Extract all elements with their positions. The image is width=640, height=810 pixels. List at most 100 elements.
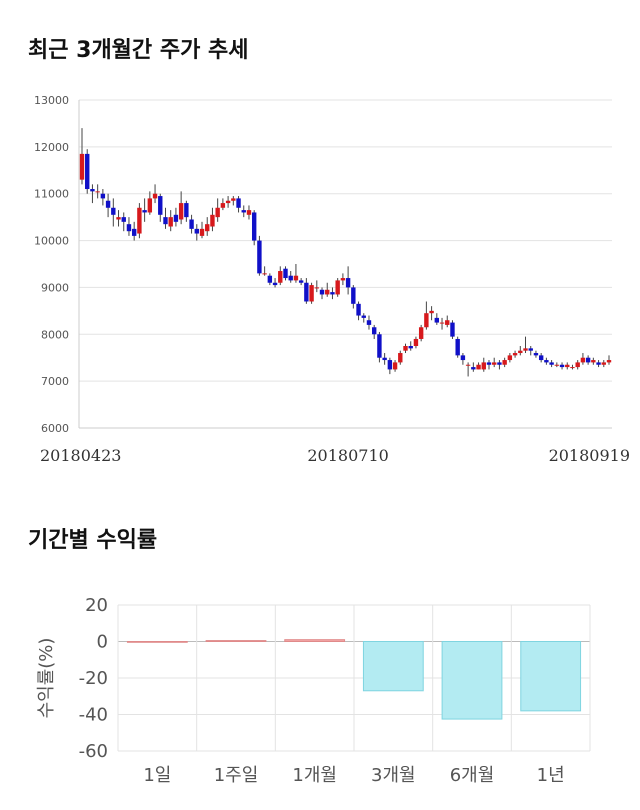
candle-body <box>314 287 320 289</box>
y-axis-label: 수익률(%) <box>36 638 57 719</box>
return-bar <box>441 641 503 720</box>
candle-body <box>131 228 137 236</box>
candle-body <box>126 224 132 232</box>
x-tick-label: 1년 <box>537 765 565 786</box>
candle-body <box>518 350 523 354</box>
candle-body <box>429 310 434 314</box>
y-tick-label: 8000 <box>41 328 69 341</box>
candle-body <box>450 322 455 337</box>
candle-body <box>382 357 387 361</box>
x-tick-label: 20180710 <box>307 446 388 465</box>
candle-body <box>476 364 481 370</box>
candle-body <box>79 153 85 180</box>
candle-body <box>377 334 382 358</box>
candle-body <box>278 271 283 283</box>
y-tick-label: 10000 <box>34 235 69 248</box>
y-tick-label: 13000 <box>34 94 69 107</box>
candle-body <box>585 357 591 363</box>
candle-body <box>580 357 586 363</box>
candle-body <box>309 285 314 302</box>
candle-body <box>272 282 278 286</box>
candle-body <box>559 364 565 368</box>
candle-body <box>262 273 267 275</box>
candle-body <box>533 353 539 356</box>
candle-body <box>111 207 116 215</box>
candle-body <box>523 348 528 351</box>
candle-body <box>100 193 106 199</box>
y-tick-label: 20 <box>85 595 108 616</box>
candlestick-chart: 6000 7000 8000 9000 10000 11000 12000 13000 2018… <box>34 94 630 465</box>
candle-body <box>95 191 100 193</box>
candle-body <box>424 313 429 328</box>
candle-body <box>298 280 304 283</box>
y-tick-label: -20 <box>79 668 108 689</box>
candle-body <box>168 217 173 227</box>
candle-body <box>460 355 466 361</box>
candle-body <box>137 207 142 234</box>
candle-body <box>85 153 90 190</box>
candle-body <box>246 210 252 215</box>
candle-body <box>189 219 194 229</box>
candle-body <box>471 367 476 370</box>
candle-body <box>205 224 210 232</box>
x-tick-label: 1일 <box>143 765 171 786</box>
candle-body <box>486 362 492 365</box>
candle-body <box>236 198 241 208</box>
candle-body <box>512 353 518 356</box>
candle-body <box>121 217 126 222</box>
candle-body <box>575 362 580 368</box>
x-tick-label: 6개월 <box>450 765 495 786</box>
x-tick-label: 1주일 <box>214 765 259 786</box>
candle-body <box>340 278 346 281</box>
x-tick-label: 1개월 <box>292 765 337 786</box>
candle-body <box>163 217 168 225</box>
candle-body <box>158 196 163 215</box>
candle-body <box>596 362 601 365</box>
x-tick-label: 3개월 <box>371 765 416 786</box>
candle-body <box>319 289 325 295</box>
candle-body <box>366 320 372 325</box>
candle-body <box>445 320 450 325</box>
candle-body <box>335 280 340 295</box>
return-bar <box>520 641 582 712</box>
y-tick-label: 7000 <box>41 375 69 388</box>
y-tick-label: 9000 <box>41 281 69 294</box>
candle-body <box>591 360 596 363</box>
candle-body <box>398 353 403 363</box>
y-tick-label: 6000 <box>41 422 69 435</box>
candle-body <box>304 282 309 302</box>
candle-body <box>497 362 502 365</box>
candle-body <box>288 275 293 281</box>
y-tick-label: -40 <box>79 705 108 726</box>
candle-body <box>570 367 575 369</box>
return-bar <box>284 639 346 642</box>
return-bar <box>362 641 424 692</box>
candle-body <box>492 362 497 365</box>
candle-body <box>387 360 393 370</box>
candle-body <box>220 203 226 208</box>
candle-body <box>371 327 377 335</box>
candle-body <box>257 240 262 274</box>
candle-body <box>325 289 330 295</box>
return-bar <box>205 640 267 643</box>
candle-body <box>502 360 507 365</box>
candle-body <box>199 228 205 236</box>
candle-body <box>231 198 236 201</box>
candle-body <box>528 348 533 351</box>
candle-body <box>330 292 335 295</box>
return-bar <box>126 641 188 643</box>
candle-body <box>434 317 440 323</box>
candle-body <box>507 355 513 361</box>
y-tick-label: 0 <box>97 632 108 653</box>
candle-body <box>210 214 215 227</box>
candle-body <box>351 287 356 304</box>
candle-body <box>152 193 158 199</box>
y-tick-label: -60 <box>79 741 108 762</box>
y-tick-label: 12000 <box>34 141 69 154</box>
candle-body <box>544 360 549 363</box>
candle-body <box>465 364 471 366</box>
candle-body <box>267 275 273 283</box>
candle-body <box>105 200 111 208</box>
candle-body <box>215 207 220 218</box>
